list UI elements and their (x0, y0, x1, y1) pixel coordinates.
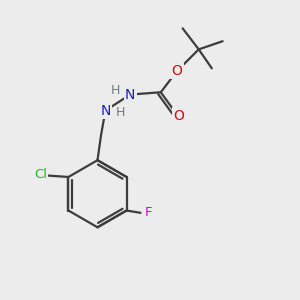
Text: H: H (111, 84, 120, 97)
Text: N: N (125, 88, 135, 102)
Text: H: H (115, 106, 124, 119)
Text: O: O (173, 109, 184, 123)
Text: Cl: Cl (34, 168, 47, 182)
Text: N: N (100, 103, 111, 118)
Text: F: F (145, 206, 152, 219)
Text: O: O (171, 64, 182, 78)
